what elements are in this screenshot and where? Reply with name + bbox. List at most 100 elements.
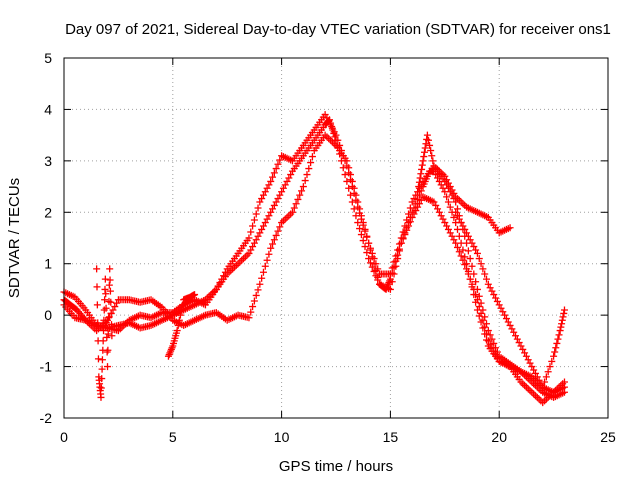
data-point [247, 308, 255, 316]
data-point [560, 388, 568, 396]
x-tick-label: 10 [274, 429, 290, 445]
data-point [548, 357, 556, 365]
series-track-1 [60, 116, 568, 396]
data-point [418, 161, 426, 169]
data-point [479, 316, 487, 324]
data-point [356, 205, 364, 213]
data-point [450, 213, 458, 221]
data-point [105, 314, 113, 322]
data-point [105, 281, 113, 289]
data-point [261, 262, 269, 270]
data-point [466, 255, 474, 263]
data-point [106, 276, 114, 284]
data-point [272, 231, 280, 239]
data-point [541, 378, 549, 386]
data-point [263, 256, 271, 264]
data-point [399, 235, 407, 243]
data-point [267, 177, 275, 185]
data-point [270, 169, 278, 177]
data-point [345, 164, 353, 172]
data-point [483, 330, 491, 338]
data-point [417, 170, 425, 178]
axis-ticks [63, 57, 609, 419]
data-point [252, 210, 260, 218]
data-point [356, 225, 364, 233]
data-point [363, 232, 371, 240]
data-point [93, 265, 101, 273]
data-point [357, 212, 365, 220]
data-point [354, 198, 362, 206]
data-point [258, 274, 266, 282]
data-point [104, 330, 112, 338]
data-point [104, 363, 112, 371]
data-point [551, 348, 559, 356]
data-point [269, 173, 277, 181]
y-tick-label: 1 [44, 256, 52, 272]
data-point [390, 270, 398, 278]
data-point [298, 187, 306, 195]
data-point [269, 240, 277, 248]
data-point [365, 239, 373, 247]
y-tick-label: -2 [40, 410, 53, 426]
x-axis-label: GPS time / hours [279, 458, 393, 475]
data-point [394, 255, 402, 263]
data-point [416, 174, 424, 182]
data-point [470, 285, 478, 293]
data-point [560, 309, 568, 317]
y-tick-label: -1 [40, 359, 53, 375]
data-point [553, 339, 561, 347]
data-point [555, 331, 563, 339]
data-point [174, 321, 182, 329]
data-point [267, 244, 275, 252]
data-point [361, 243, 369, 251]
data-point [546, 363, 554, 371]
data-point [276, 156, 284, 164]
data-point [475, 303, 483, 311]
data-point [421, 144, 429, 152]
data-point [370, 260, 378, 268]
data-point [361, 225, 369, 233]
data-point [254, 286, 262, 294]
data-point [424, 136, 432, 144]
data-point [459, 246, 467, 254]
data-point [453, 243, 461, 251]
series-track-4 [415, 131, 514, 237]
data-point [483, 275, 491, 283]
data-point [256, 280, 264, 288]
grid [64, 58, 608, 418]
data-point [106, 265, 114, 273]
data-point [368, 253, 376, 261]
x-tick-label: 5 [169, 429, 177, 445]
data-point [446, 203, 454, 211]
data-point [444, 198, 452, 206]
data-point [415, 178, 423, 186]
series-track-5 [452, 208, 568, 391]
data-point [475, 255, 483, 263]
y-tick-label: 5 [44, 50, 52, 66]
data-point [249, 222, 257, 230]
data-point [107, 309, 115, 317]
data-point [426, 141, 434, 149]
series-track-7 [164, 291, 199, 360]
data-point [102, 304, 110, 312]
data-point [423, 131, 431, 139]
data-point [334, 136, 342, 144]
data-point [350, 184, 358, 192]
data-point [472, 291, 480, 299]
data-point [101, 275, 109, 283]
data-point [250, 297, 258, 305]
data-point [455, 248, 463, 256]
data-point [108, 332, 116, 340]
data-point [466, 275, 474, 283]
data-point [490, 339, 498, 347]
data-point [429, 157, 437, 165]
x-tick-label: 15 [383, 429, 399, 445]
data-point [557, 323, 565, 331]
data-point [472, 278, 480, 286]
data-point [488, 335, 496, 343]
data-point [359, 237, 367, 245]
data-point [406, 218, 414, 226]
data-point [288, 208, 296, 216]
data-point [459, 256, 467, 264]
